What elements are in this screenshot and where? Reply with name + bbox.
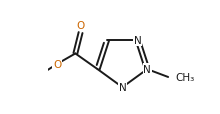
Text: CH₃: CH₃ [175, 72, 194, 82]
Text: O: O [53, 59, 61, 69]
Text: O: O [77, 21, 85, 31]
Text: N: N [134, 36, 142, 45]
Text: N: N [119, 82, 126, 92]
Text: N: N [143, 65, 151, 74]
